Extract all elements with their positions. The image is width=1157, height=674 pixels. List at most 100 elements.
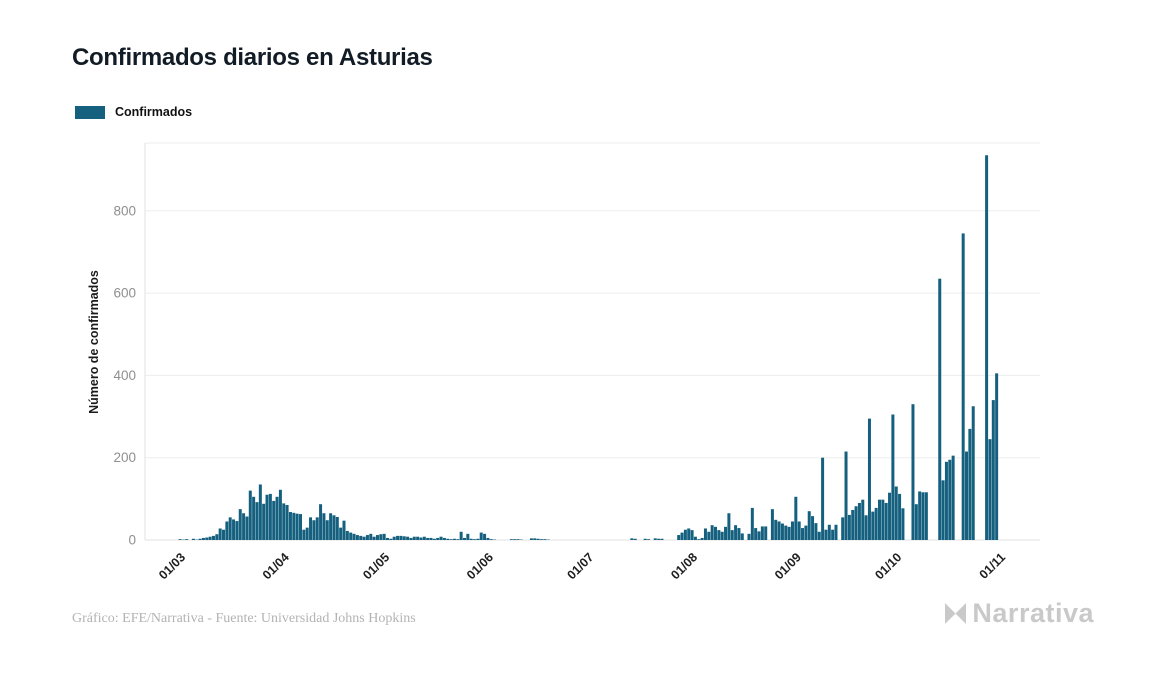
bar-day-10 — [211, 535, 215, 540]
bar-day-227 — [938, 278, 942, 540]
y-tick-label-200: 200 — [113, 450, 136, 465]
x-tick-label-01/06: 01/06 — [464, 550, 496, 582]
bar-day-237 — [971, 406, 975, 540]
bar-day-181 — [784, 525, 788, 540]
bar-day-55 — [362, 536, 366, 540]
bar-day-183 — [790, 521, 794, 540]
bar-day-23 — [255, 502, 259, 540]
bar-day-184 — [794, 496, 798, 540]
bar-day-162 — [720, 531, 724, 540]
bar-day-34 — [292, 512, 296, 540]
bar-day-76 — [432, 538, 436, 540]
bar-day-196 — [834, 524, 838, 540]
bar-day-109 — [543, 539, 547, 540]
bar-day-219 — [911, 404, 915, 540]
bar-day-45 — [329, 513, 333, 540]
bar-day-35 — [295, 513, 299, 540]
bar-day-56 — [365, 535, 369, 540]
bar-day-82 — [452, 538, 456, 540]
x-tick-label-01/05: 01/05 — [360, 550, 392, 582]
bar-day-9 — [208, 536, 212, 540]
narrativa-logo-icon — [945, 603, 967, 624]
bar-day-216 — [901, 508, 905, 540]
bar-day-236 — [968, 428, 972, 540]
bar-day-220 — [914, 504, 918, 540]
bar-day-53 — [355, 535, 359, 540]
bar-day-78 — [439, 536, 443, 540]
bar-day-13 — [222, 529, 226, 540]
bar-day-204 — [861, 499, 865, 540]
bar-day-99 — [509, 539, 513, 540]
bar-day-193 — [824, 529, 828, 540]
bar-day-18 — [238, 509, 242, 540]
bar-day-15 — [228, 517, 232, 540]
bar-day-207 — [871, 511, 875, 540]
bar-day-222 — [921, 492, 925, 540]
bar-day-192 — [821, 457, 825, 540]
bar-day-51 — [349, 532, 353, 540]
bar-day-165 — [730, 530, 734, 540]
x-tick-label-01/09: 01/09 — [772, 550, 804, 582]
bar-day-24 — [258, 484, 262, 540]
x-tick-label-01/08: 01/08 — [668, 550, 700, 582]
bar-day-14 — [225, 521, 229, 540]
bar-day-205 — [864, 515, 868, 540]
bar-day-17 — [235, 521, 239, 540]
bar-day-187 — [804, 525, 808, 540]
bar-day-136 — [633, 538, 637, 540]
bar-day-50 — [345, 530, 349, 540]
bar-day-38 — [305, 527, 309, 540]
bar-day-32 — [285, 505, 289, 540]
bar-day-154 — [693, 536, 697, 540]
bar-day-206 — [867, 418, 871, 540]
bar-day-173 — [757, 531, 761, 540]
bar-day-164 — [727, 513, 731, 540]
bar-day-101 — [516, 539, 520, 540]
bar-day-229 — [944, 461, 948, 540]
bar-day-186 — [801, 528, 805, 540]
bar-day-71 — [416, 536, 420, 540]
bar-day-12 — [218, 528, 222, 540]
bar-day-208 — [874, 507, 878, 540]
bar-day-41 — [315, 517, 319, 540]
bar-day-77 — [436, 537, 440, 540]
bar-day-86 — [466, 533, 470, 540]
bar-day-212 — [888, 492, 892, 540]
bar-day-84 — [459, 531, 463, 540]
bar-day-202 — [854, 506, 858, 540]
bar-day-33 — [288, 512, 292, 540]
bar-day-48 — [339, 527, 343, 540]
x-tick-label-01/10: 01/10 — [872, 550, 904, 582]
bar-day-105 — [529, 538, 533, 540]
bar-day-200 — [847, 514, 851, 540]
bar-day-214 — [894, 486, 898, 540]
bar-day-93 — [489, 539, 493, 540]
bar-day-79 — [442, 537, 446, 540]
bar-day-210 — [881, 499, 885, 540]
bar-day-180 — [780, 523, 784, 540]
bar-day-74 — [426, 537, 430, 540]
bar-day-174 — [760, 526, 764, 540]
legend-swatch-icon — [75, 105, 105, 119]
bar-day-25 — [262, 503, 266, 540]
bar-day-188 — [807, 511, 811, 540]
bar-day-107 — [536, 538, 540, 540]
bar-day-42 — [319, 504, 323, 540]
bar-day-242 — [988, 439, 992, 540]
y-tick-label-0: 0 — [128, 533, 136, 548]
bar-day-201 — [851, 509, 855, 540]
bar-day-59 — [375, 535, 379, 540]
bar-day-209 — [878, 499, 881, 540]
bar-day-175 — [764, 526, 768, 540]
x-tick-label-01/07: 01/07 — [564, 550, 596, 582]
bar-day-203 — [857, 502, 861, 540]
bar-day-243 — [991, 400, 995, 540]
bar-day-89 — [476, 538, 480, 540]
bar-day-144 — [660, 538, 664, 540]
bar-day-108 — [539, 539, 543, 540]
bar-day-191 — [817, 531, 821, 540]
bar-day-31 — [282, 503, 286, 540]
bar-day-178 — [774, 519, 778, 540]
